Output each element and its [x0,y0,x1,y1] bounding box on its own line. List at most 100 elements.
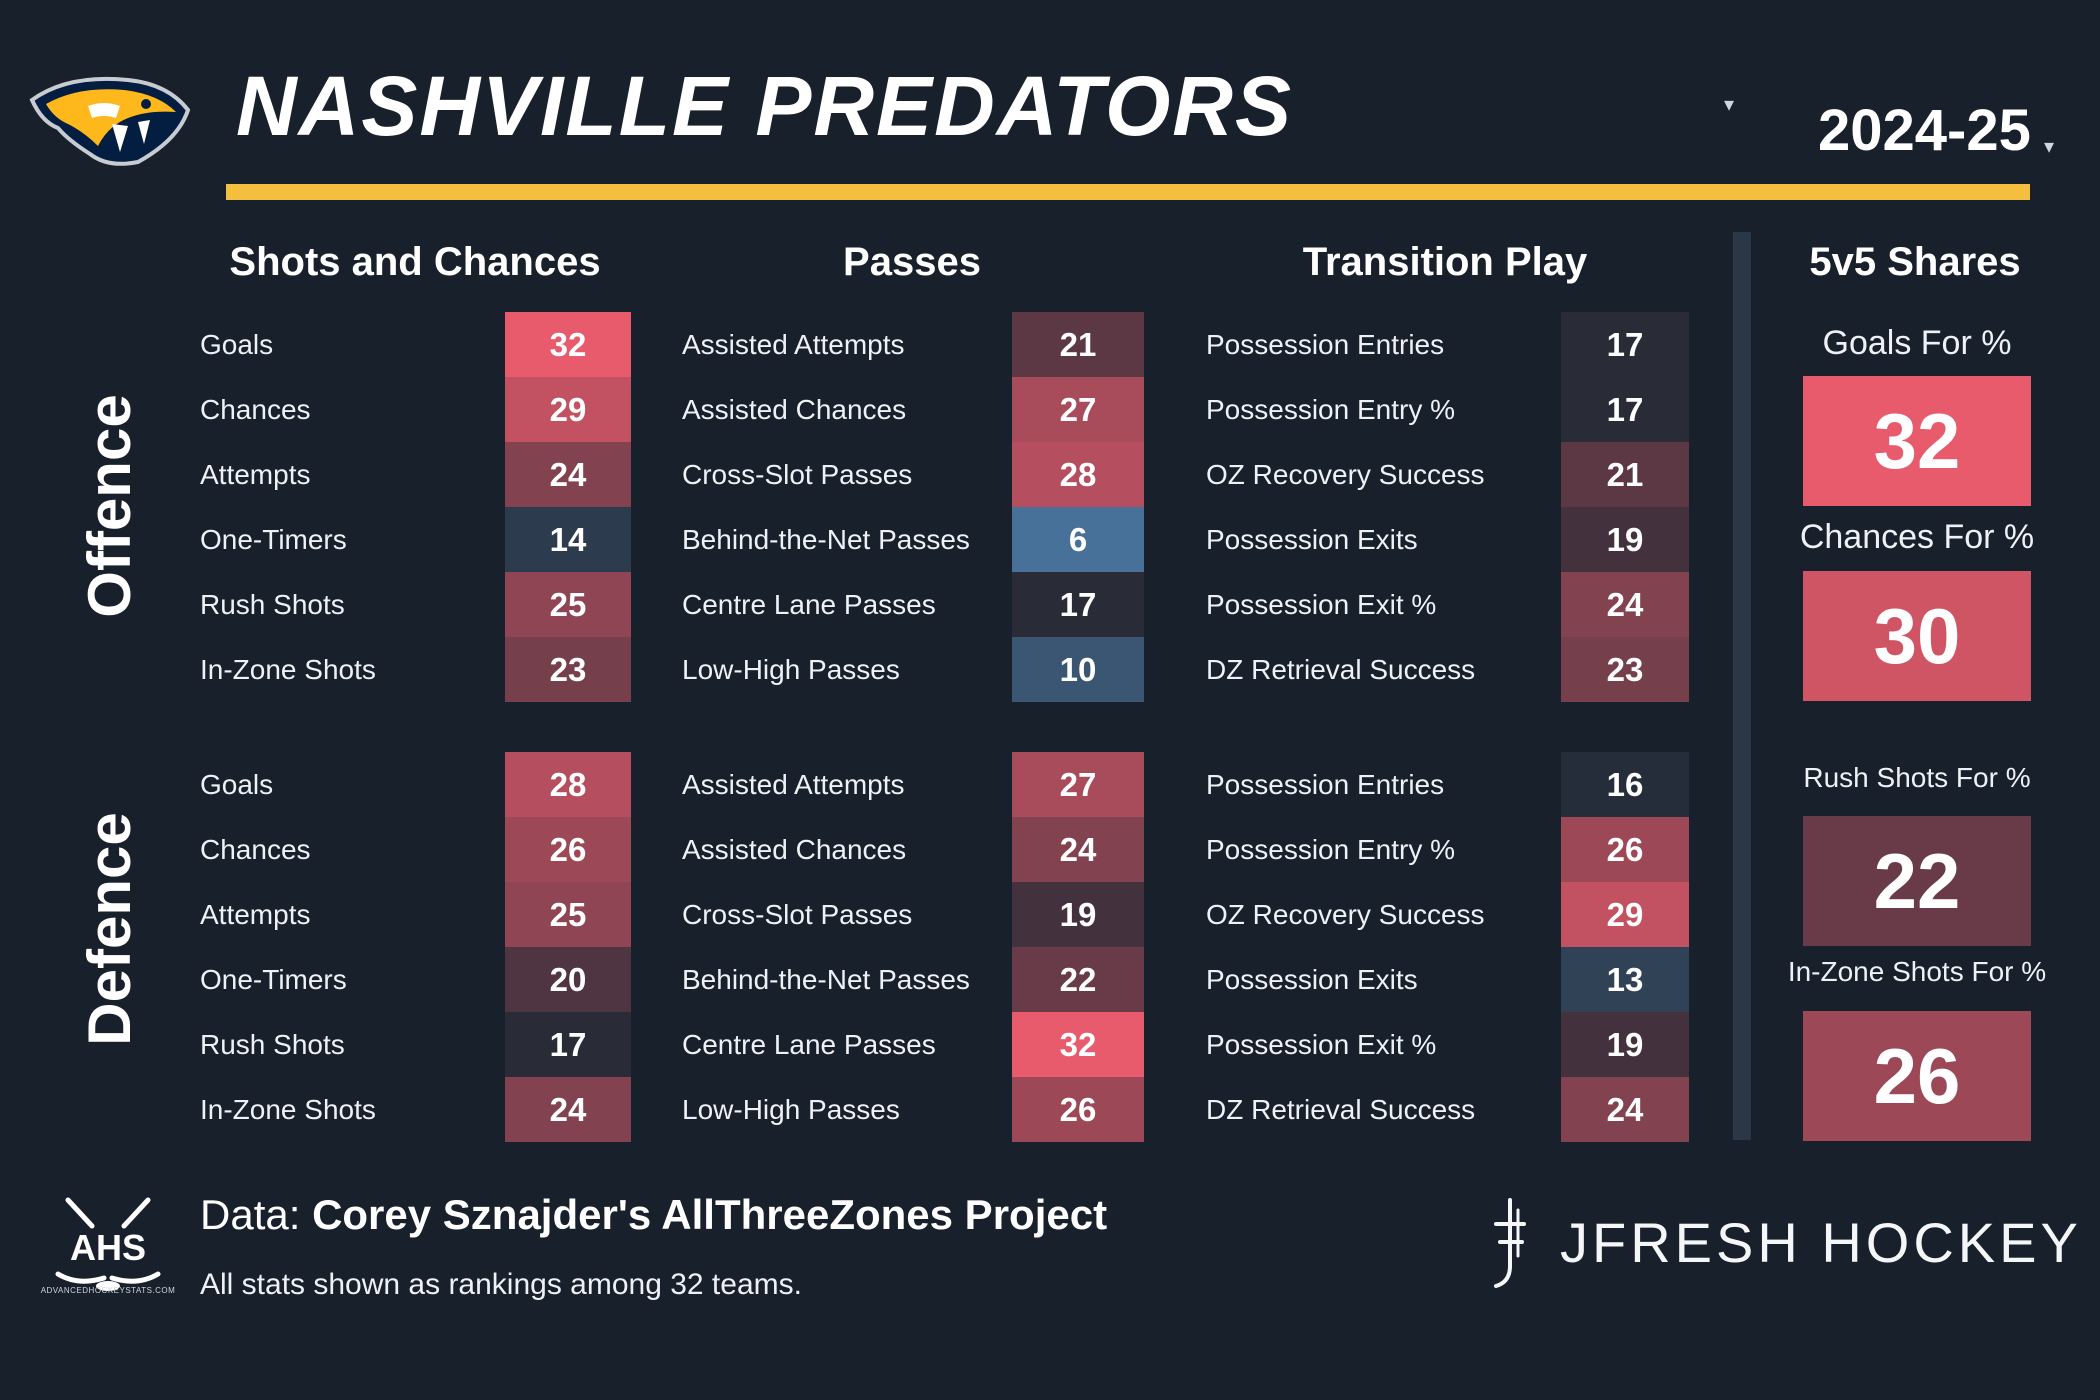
defence-transition-label: Possession Entry % [1206,834,1455,865]
defence-transition-label: DZ Retrieval Success [1206,1094,1476,1125]
defence-passes-rank-cell: 19 [1012,882,1144,947]
group-label-offence: Offence [76,394,143,618]
offence-transition-label: Possession Entries [1206,329,1445,360]
ahs-logo: AHS [55,1197,161,1291]
offence-transition-rank-cell: 17 [1561,312,1689,377]
defence-passes-label: Assisted Attempts [682,769,905,800]
footnote: All stats shown as rankings among 32 tea… [200,1268,802,1301]
defence-passes-label: Centre Lane Passes [682,1029,936,1060]
defence-shots-rank-cell: 17 [505,1012,631,1077]
share-label: In-Zone Shots For % [1787,956,2047,987]
offence-passes-label: Behind-the-Net Passes [682,524,970,555]
offence-transition-rank-cell: 17 [1561,377,1689,442]
share-label: Rush Shots For % [1803,762,2031,793]
share-rank-box: 26 [1803,1011,2031,1141]
data-source-prefix: Data: [200,1191,313,1238]
offence-shots-rank-cell: 25 [505,572,631,637]
defence-transition-rank-cell: 16 [1561,752,1689,817]
offence-passes-label: Assisted Attempts [682,329,905,360]
share-rank-box: 32 [1803,376,2031,506]
section-heading-transition: Transition Play [1302,240,1588,284]
offence-shots-rank-cell: 24 [505,442,631,507]
defence-shots-label: Attempts [200,899,311,930]
defence-shots-rank-cell: 28 [505,752,631,817]
offence-shots-label: Chances [200,394,311,425]
section-heading-shares: 5v5 Shares [1809,240,2021,284]
defence-shots-rank-cell: 24 [505,1077,631,1142]
defence-shots-rank-cell: 25 [505,882,631,947]
defence-shots-rank-cell: 20 [505,947,631,1012]
defence-shots-label: In-Zone Shots [200,1094,376,1125]
section-heading-shots: Shots and Chances [229,240,601,284]
defence-passes-label: Cross-Slot Passes [682,899,913,930]
header-rule [226,184,2030,200]
data-source-name: Corey Sznajder's AllThreeZones Project [312,1191,1108,1238]
offence-transition-rank-cell: 21 [1561,442,1689,507]
data-source-line: Data: Corey Sznajder's AllThreeZones Pro… [200,1190,1107,1240]
offence-passes-label: Low-High Passes [682,654,900,685]
offence-shots-label: Rush Shots [200,589,345,620]
defence-shots-rank-cell: 26 [505,817,631,882]
jfresh-hockey-brand: JFRESH HOCKEY [1560,1211,2082,1274]
defence-transition-label: OZ Recovery Success [1206,899,1485,930]
offence-passes-label: Cross-Slot Passes [682,459,913,490]
offence-shots-rank-cell: 32 [505,312,631,377]
defence-transition-rank-cell: 24 [1561,1077,1689,1142]
share-label: Goals For % [1822,324,2012,362]
offence-transition-label: DZ Retrieval Success [1206,654,1476,685]
column-divider [1733,232,1751,1140]
offence-shots-rank-cell: 14 [505,507,631,572]
share-rank-box: 22 [1803,816,2031,946]
defence-passes-rank-cell: 27 [1012,752,1144,817]
offence-transition-label: OZ Recovery Success [1206,459,1485,490]
offence-passes-rank-cell: 28 [1012,442,1144,507]
team-dropdown-icon[interactable]: ▾ [1724,94,1735,116]
jfresh-hockey-mark [1494,1198,1526,1288]
offence-shots-rank-cell: 29 [505,377,631,442]
team-title: NASHVILLE PREDATORS [236,59,1293,153]
season-selector[interactable]: 2024-25 [1818,98,2031,163]
offence-passes-label: Assisted Chances [682,394,907,425]
defence-shots-label: Goals [200,769,274,800]
share-label: Chances For % [1799,518,2035,556]
defence-passes-label: Assisted Chances [682,834,907,865]
defence-transition-label: Possession Exits [1206,964,1418,995]
defence-transition-label: Possession Entries [1206,769,1445,800]
offence-shots-label: One-Timers [200,524,347,555]
defence-transition-rank-cell: 19 [1561,1012,1689,1077]
offence-shots-label: In-Zone Shots [200,654,376,685]
defence-passes-label: Behind-the-Net Passes [682,964,970,995]
offence-transition-rank-cell: 24 [1561,572,1689,637]
defence-passes-rank-cell: 26 [1012,1077,1144,1142]
defence-shots-label: Chances [200,834,311,865]
offence-transition-rank-cell: 23 [1561,637,1689,702]
ahs-caption: ADVANCEDHOCKEYSTATS.COM [40,1286,176,1295]
defence-passes-rank-cell: 24 [1012,817,1144,882]
offence-shots-rank-cell: 23 [505,637,631,702]
ahs-logo-text: AHS [70,1227,146,1268]
offence-passes-label: Centre Lane Passes [682,589,936,620]
section-heading-passes: Passes [843,240,981,284]
offence-transition-label: Possession Exits [1206,524,1418,555]
defence-passes-rank-cell: 32 [1012,1012,1144,1077]
offence-transition-label: Possession Exit % [1206,589,1437,620]
defence-passes-rank-cell: 22 [1012,947,1144,1012]
season-dropdown-icon[interactable]: ▾ [2044,136,2055,158]
offence-transition-rank-cell: 19 [1561,507,1689,572]
offence-passes-rank-cell: 21 [1012,312,1144,377]
defence-transition-rank-cell: 13 [1561,947,1689,1012]
offence-transition-label: Possession Entry % [1206,394,1455,425]
offence-passes-rank-cell: 10 [1012,637,1144,702]
offence-passes-rank-cell: 6 [1012,507,1144,572]
offence-shots-label: Goals [200,329,274,360]
defence-transition-rank-cell: 29 [1561,882,1689,947]
offence-passes-rank-cell: 17 [1012,572,1144,637]
offence-passes-rank-cell: 27 [1012,377,1144,442]
offence-shots-label: Attempts [200,459,311,490]
defence-transition-label: Possession Exit % [1206,1029,1437,1060]
nashville-predators-logo [29,76,191,166]
defence-shots-label: Rush Shots [200,1029,345,1060]
share-rank-box: 30 [1803,571,2031,701]
defence-transition-rank-cell: 26 [1561,817,1689,882]
defence-passes-label: Low-High Passes [682,1094,900,1125]
